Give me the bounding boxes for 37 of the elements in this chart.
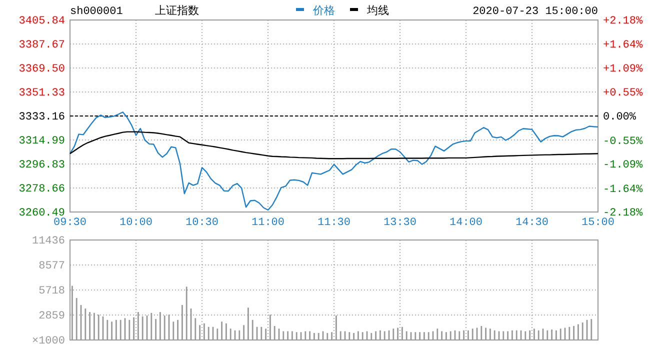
y-tick-label: 5718 — [38, 286, 65, 298]
y-tick-label: 8577 — [38, 260, 65, 273]
x-tick-label: 11:00 — [251, 216, 285, 229]
y2-tick-label: -1.09% — [603, 160, 644, 172]
x-tick-label: 14:30 — [515, 216, 549, 229]
y-tick-label: 3369.50 — [18, 64, 65, 76]
line-series — [69, 112, 599, 211]
y2-tick-label: +1.64% — [603, 39, 644, 52]
y-tick-label: 2859 — [38, 310, 65, 323]
y-tick-label: 3296.83 — [18, 160, 65, 172]
y2-tick-label: +2.18% — [603, 16, 644, 28]
y2-tick-label: +1.09% — [603, 64, 644, 76]
legend-label: 均线 — [366, 4, 389, 18]
y-tick-label: 3333.16 — [18, 112, 65, 124]
y2-tick-label: -1.64% — [603, 184, 644, 196]
y2-tick-label: 0.00% — [603, 112, 636, 124]
y-tick-label: 3387.67 — [18, 40, 65, 52]
text: 2020-07-23 15:00:00 — [472, 6, 598, 18]
x-tick-label: 11:30 — [317, 216, 351, 229]
y-tick-label: 3314.99 — [18, 136, 65, 148]
y-tick-label: 11436 — [32, 236, 65, 248]
line-series — [69, 131, 599, 160]
x-tick-label: 14:00 — [449, 216, 483, 229]
y2-tick-label: +0.55% — [603, 87, 644, 100]
y-axis-title: ×1000 — [32, 336, 65, 348]
x-tick-label: 13:30 — [383, 216, 417, 229]
x-tick-label: 15:00 — [581, 216, 615, 229]
chart-title: 上证指数 — [155, 4, 199, 18]
text: sh000001 — [70, 6, 124, 18]
x-tick-label: 09:30 — [53, 216, 87, 229]
y-tick-label: 3351.33 — [18, 88, 65, 100]
legend-label: 价格 — [312, 5, 335, 18]
y-tick-label: 3405.84 — [18, 16, 66, 28]
x-tick-label: 10:30 — [185, 216, 219, 229]
y2-tick-label: -0.55% — [603, 136, 644, 148]
x-tick-label: 10:00 — [119, 216, 153, 229]
y-tick-label: 3278.66 — [18, 184, 65, 196]
